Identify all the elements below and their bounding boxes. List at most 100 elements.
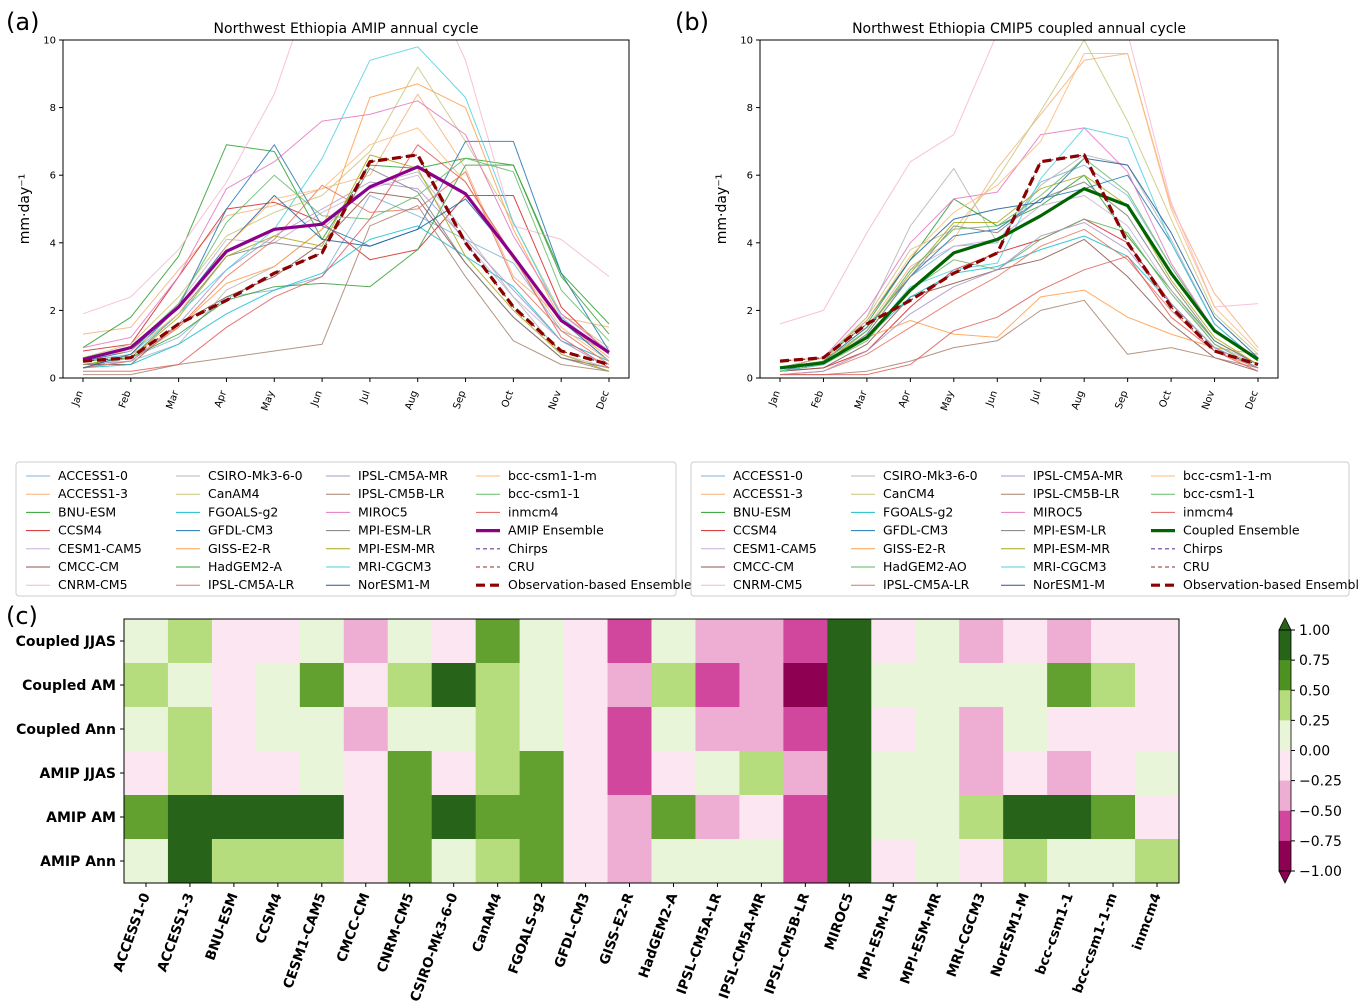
heatmap-cell <box>563 663 609 708</box>
column-label: IPSL-CM5A-MR <box>716 890 769 1001</box>
heatmap-cell <box>607 795 652 840</box>
series-line-observation-based-ensemble <box>82 153 610 367</box>
heatmap-cell <box>1047 795 1092 840</box>
heatmap-cell <box>695 663 740 708</box>
chart-title: Northwest Ethiopia AMIP annual cycle <box>214 21 479 37</box>
series-line-access1-3 <box>82 93 610 335</box>
heatmap-cell <box>431 839 477 884</box>
x-tick-label: Jun <box>984 389 1000 408</box>
heatmap-cell <box>563 839 609 884</box>
y-tick-label: 10 <box>740 36 753 47</box>
legend-entry-amip-ensemble: AMIP Ensemble <box>508 523 604 538</box>
heatmap-cell <box>343 839 389 884</box>
heatmap-cell <box>915 663 960 708</box>
heatmap-cell <box>475 663 521 708</box>
column-label: IPSL-CM5B-LR <box>762 890 814 996</box>
x-tick-label: Dec <box>1244 389 1261 411</box>
legend-entry-ipsl-cm5b-lr: IPSL-CM5B-LR <box>1033 486 1120 501</box>
heatmap-cell <box>387 795 433 840</box>
x-tick-label: Sep <box>452 389 469 410</box>
heatmap-cell <box>1003 663 1048 708</box>
heatmap-cell <box>739 663 784 708</box>
series-line-coupled-ensemble <box>779 187 1259 370</box>
y-tick-label: 8 <box>747 103 753 114</box>
series-line-fgoals-g2 <box>82 225 610 369</box>
legend-entry-bcc-csm1-1-m: bcc-csm1-1-m <box>508 468 597 483</box>
heatmap-cell <box>1003 707 1048 752</box>
heatmap-cell <box>211 619 257 664</box>
series-line-mpi-esm-lr <box>779 181 1259 372</box>
x-tick-label: Aug <box>404 389 421 411</box>
heatmap-cell <box>475 707 521 752</box>
legend-entry-cmcc-cm: CMCC-CM <box>733 559 794 574</box>
heatmap-cell <box>1135 751 1180 796</box>
heatmap-cell <box>255 707 301 752</box>
heatmap-cell <box>255 795 301 840</box>
heatmap-cell <box>255 663 301 708</box>
heatmap-cell <box>563 619 609 664</box>
heatmap-cell <box>255 751 301 796</box>
heatmap-cell <box>211 795 257 840</box>
heatmap-cell <box>695 839 740 884</box>
heatmap-cell <box>739 619 784 664</box>
heatmap-cell <box>1047 619 1092 664</box>
heatmap-cell <box>739 795 784 840</box>
heatmap-cell <box>827 795 872 840</box>
legend-entry-access1-0: ACCESS1-0 <box>733 468 803 483</box>
heatmap-correlations: Coupled JJAS Coupled AM Coupled Ann AMIP JJ… <box>16 618 1180 1002</box>
series-line-inmcm4 <box>83 144 610 372</box>
panel-label-b: (b) <box>675 8 709 36</box>
x-tick-label: Oct <box>1158 389 1174 409</box>
legend-entry-inmcm4: inmcm4 <box>1183 504 1234 519</box>
legend-coupled: ACCESS1-0 ACCESS1-3 BNU-ESM CCSM4 CESM1-CAM5… <box>690 461 1359 597</box>
heatmap-cell <box>563 751 609 796</box>
series-line-bcc-csm1-1-m <box>82 127 610 362</box>
heatmap-cell <box>255 619 301 664</box>
heatmap-cell <box>695 707 740 752</box>
heatmap-cell <box>431 707 477 752</box>
column-label: HadGEM2-A <box>636 890 682 980</box>
heatmap-cell <box>827 707 872 752</box>
y-tick-label: 6 <box>50 171 56 182</box>
column-label: CNRM-CM5 <box>374 891 418 975</box>
x-tick-label: Aug <box>1070 389 1087 411</box>
colorbar-tick-label: 0.75 <box>1299 653 1330 669</box>
heatmap-cell <box>915 795 960 840</box>
heatmap-cell <box>431 751 477 796</box>
heatmap-cell <box>959 663 1004 708</box>
legend-entry-mpi-esm-lr: MPI-ESM-LR <box>1033 523 1107 538</box>
x-tick-label: Jul <box>358 389 373 405</box>
heatmap-cell <box>959 707 1004 752</box>
heatmap-cell <box>651 619 696 664</box>
heatmap-cell <box>1135 707 1180 752</box>
legend-entry-mpi-esm-lr: MPI-ESM-LR <box>358 523 432 538</box>
heatmap-cell <box>915 619 960 664</box>
legend-entry-cnrm-cm5: CNRM-CM5 <box>733 577 803 592</box>
series-line-giss-e2-r <box>82 83 610 362</box>
legend-entry-access1-3: ACCESS1-3 <box>58 486 128 501</box>
legend-entry-miroc5: MIROC5 <box>358 504 408 519</box>
heatmap-cell <box>695 795 740 840</box>
heatmap-cell <box>915 839 960 884</box>
heatmap-cell <box>563 707 609 752</box>
y-tick-label: 2 <box>747 306 753 317</box>
x-tick-label: Feb <box>810 389 826 409</box>
heatmap-cell <box>607 707 652 752</box>
column-label: IPSL-CM5A-LR <box>674 890 726 996</box>
heatmap-cell <box>1135 795 1180 840</box>
legend-entry-giss-e2-r: GISS-E2-R <box>208 541 271 556</box>
heatmap-cell <box>1047 707 1092 752</box>
colorbar-tick-label: 1.00 <box>1299 623 1330 639</box>
column-label: FGOALS-g2 <box>505 891 549 976</box>
heatmap-cell <box>387 619 433 664</box>
legend-entry-bcc-csm1-1-m: bcc-csm1-1-m <box>1183 468 1272 483</box>
column-label: bcc-csm1-1 <box>1032 891 1076 977</box>
y-tick-label: 0 <box>747 374 753 385</box>
series-lines <box>779 40 1259 376</box>
legend-entry-hadgem2-ao: HadGEM2-AO <box>883 559 967 574</box>
heatmap-cell <box>959 795 1004 840</box>
legend-entry-mri-cgcm3: MRI-CGCM3 <box>1033 559 1107 574</box>
legend-entry-chirps: Chirps <box>508 541 548 556</box>
heatmap-cell <box>475 751 521 796</box>
heatmap-cell <box>167 663 213 708</box>
